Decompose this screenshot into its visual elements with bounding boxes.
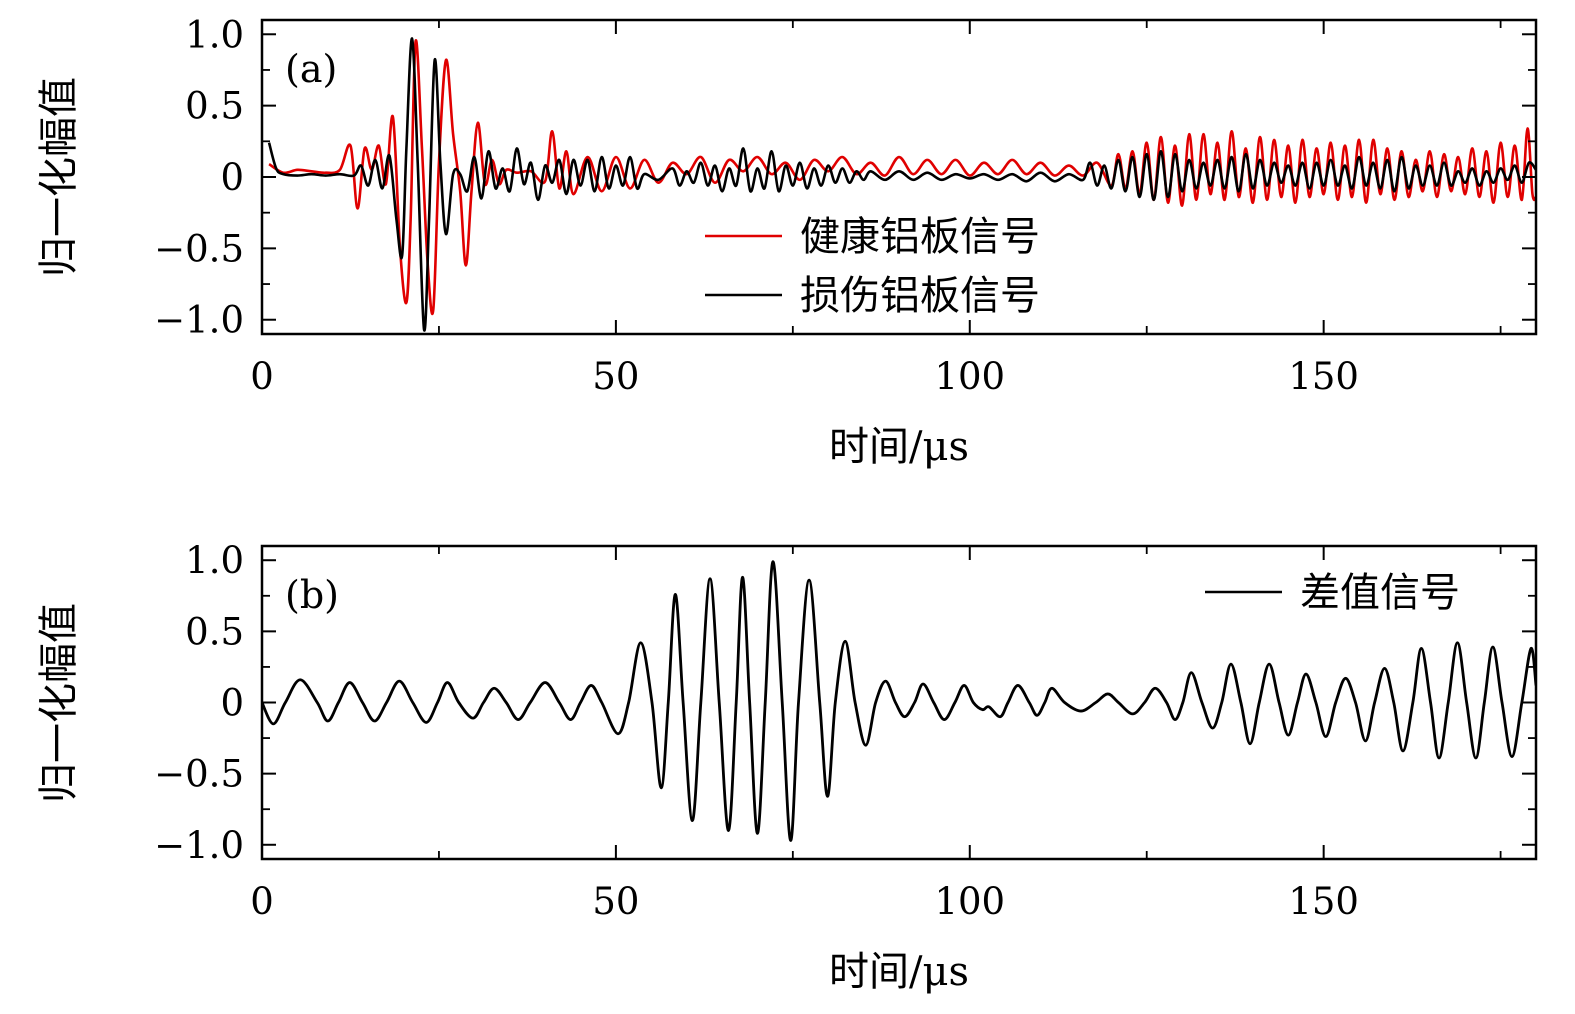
panel-a-legend: 健康铝板信号 损伤铝板信号 xyxy=(705,214,1040,319)
y-tick-label: 0 xyxy=(220,156,244,199)
y-tick-label: −1.0 xyxy=(154,299,244,342)
x-tick-label: 100 xyxy=(934,355,1005,398)
panel-a-xlabel: 时间/μs xyxy=(829,424,969,470)
panel-a-label: (a) xyxy=(285,47,337,91)
y-tick-label: 0.5 xyxy=(185,610,244,653)
legend-damaged-label: 损伤铝板信号 xyxy=(800,273,1040,319)
y-tick-label: −0.5 xyxy=(154,753,244,796)
panel-b-series xyxy=(262,560,1536,842)
y-tick-label: 1.0 xyxy=(185,539,244,582)
y-tick-label: −0.5 xyxy=(154,227,244,270)
panel-b-xlabel: 时间/μs xyxy=(829,949,969,995)
x-tick-label: 50 xyxy=(592,355,639,398)
y-tick-label: 1.0 xyxy=(185,13,244,56)
legend-difference-label: 差值信号 xyxy=(1300,570,1460,616)
y-tick-label: 0.5 xyxy=(185,85,244,128)
legend-healthy-label: 健康铝板信号 xyxy=(800,214,1040,260)
series-line-damaged xyxy=(267,37,1536,332)
panel-a-series xyxy=(267,37,1536,332)
panel-b-legend: 差值信号 xyxy=(1205,570,1460,616)
x-tick-label: 0 xyxy=(250,880,274,923)
panel-a-ticks: 0 50 100 150 1.0 0.5 0 −0.5 −1.0 xyxy=(154,13,1536,398)
panel-b-label: (b) xyxy=(285,573,339,617)
x-tick-label: 150 xyxy=(1288,355,1359,398)
panel-a-ylabel: 归一化幅值 xyxy=(36,77,82,277)
panel-b-ticks: 0 50 100 150 1.0 0.5 0 −0.5 −1.0 xyxy=(154,539,1536,923)
y-tick-label: 0 xyxy=(220,682,244,725)
y-tick-label: −1.0 xyxy=(154,824,244,867)
panel-a: 0 50 100 150 1.0 0.5 0 −0.5 −1.0 (a) 健康铝板信号 损伤铝板… xyxy=(36,13,1538,470)
panel-b-ylabel: 归一化幅值 xyxy=(36,603,82,803)
x-tick-label: 100 xyxy=(934,880,1005,923)
series-line-difference xyxy=(262,560,1536,842)
x-tick-label: 0 xyxy=(250,355,274,398)
x-tick-label: 50 xyxy=(592,880,639,923)
x-tick-label: 150 xyxy=(1288,880,1359,923)
